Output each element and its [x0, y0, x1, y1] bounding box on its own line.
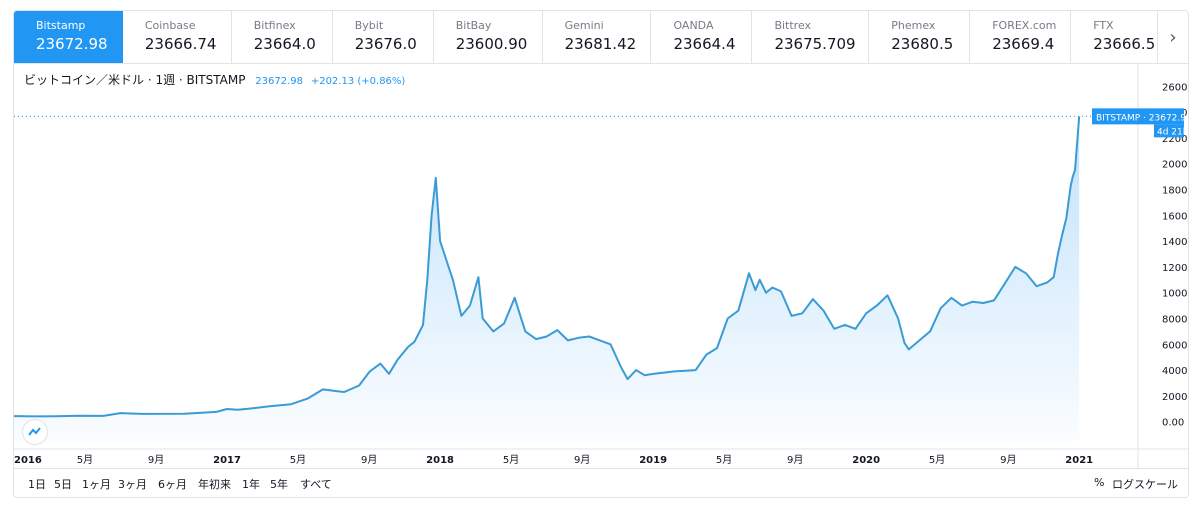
y-tick-label: 8000.00	[1162, 314, 1188, 325]
y-tick-label: 2000.00	[1162, 392, 1188, 403]
chart-widget: Bitstamp 23672.98 Coinbase 23666.74 Bitfinex…	[13, 10, 1189, 498]
x-tick-label: 2021	[1065, 455, 1093, 466]
x-tick-label: 2016	[14, 455, 42, 466]
range-button[interactable]: 1年	[242, 478, 260, 491]
tab-price-label: 23672.98	[36, 35, 108, 53]
y-tick-label: 6000.00	[1162, 340, 1188, 351]
x-tick-label: 2020	[852, 455, 880, 466]
tab-exchange-label: Bittrex	[774, 19, 812, 32]
range-button[interactable]: 1ヶ月	[82, 478, 111, 491]
y-tick-label: 14000.00	[1162, 237, 1188, 248]
tab-price-label: 23669.4	[992, 35, 1055, 53]
log-scale-toggle[interactable]: ログスケール	[1112, 478, 1178, 491]
range-button[interactable]: 6ヶ月	[158, 478, 187, 491]
chevron-right-icon[interactable]: ›	[1157, 11, 1188, 63]
symbol-label: ビットコイン／米ドル · 1週 · BITSTAMP	[24, 73, 246, 87]
y-tick-label: 0.00	[1162, 418, 1184, 429]
x-tick-label: 9月	[787, 454, 803, 466]
series-line	[14, 116, 1081, 418]
tab-bittrex[interactable]: Bittrex 23675.709	[752, 11, 870, 63]
x-tick-label: 2019	[639, 455, 667, 466]
tab-oanda[interactable]: OANDA 23664.4	[651, 11, 753, 63]
tab-price-label: 23676.0	[354, 35, 417, 53]
y-tick-label: 12000.00	[1162, 263, 1188, 274]
x-tick-label: 2018	[426, 455, 454, 466]
tab-price-label: 23666.5	[1093, 35, 1156, 53]
tab-exchange-label: Phemex	[891, 19, 936, 32]
tab-price-label: 23664.4	[673, 35, 736, 53]
tab-exchange-label: Bitfinex	[253, 19, 296, 32]
x-tick-label: 5月	[716, 454, 732, 466]
tab-gemini[interactable]: Gemini 23681.42	[543, 11, 652, 63]
range-button[interactable]: 5年	[270, 478, 288, 491]
price-chart[interactable]: 26000.0024000.0022000.0020000.0018000.00…	[14, 11, 1188, 469]
tab-coinbase[interactable]: Coinbase 23666.74	[123, 11, 232, 63]
y-tick-label: 16000.00	[1162, 211, 1188, 222]
tab-exchange-label: FTX	[1093, 19, 1114, 32]
x-tick-label: 9月	[574, 454, 590, 466]
range-button[interactable]: 5日	[54, 478, 72, 491]
countdown-box	[1154, 124, 1184, 138]
y-tick-label: 4000.00	[1162, 366, 1188, 377]
percent-toggle[interactable]: %	[1094, 476, 1105, 489]
chart-legend: ビットコイン／米ドル · 1週 · BITSTAMP 23672.98 +202…	[24, 71, 405, 88]
tab-phemex[interactable]: Phemex 23680.5	[869, 11, 971, 63]
bottom-toolbar: 1日 5日 1ヶ月 3ヶ月 6ヶ月 年初来 1年 5年 すべて % ログスケール	[14, 468, 1188, 497]
tab-price-label: 23664.0	[253, 35, 316, 53]
tab-bitfinex[interactable]: Bitfinex 23664.0	[232, 11, 333, 63]
y-tick-label: 10000.00	[1162, 289, 1188, 300]
x-tick-label: 9月	[148, 454, 164, 466]
tab-bybit[interactable]: Bybit 23676.0	[333, 11, 434, 63]
tab-exchange-label: Bitstamp	[36, 19, 86, 32]
tab-price-label: 23666.74	[144, 35, 217, 53]
tab-exchange-label: OANDA	[673, 19, 714, 32]
range-button[interactable]: 1日	[28, 478, 46, 491]
price-label-box	[1092, 108, 1184, 125]
tab-exchange-label: FOREX.com	[992, 19, 1057, 32]
x-tick-label: 9月	[361, 454, 377, 466]
y-tick-label: 18000.00	[1162, 186, 1188, 197]
x-tick-label: 5月	[929, 454, 945, 466]
last-price: 23672.98	[255, 76, 303, 87]
price-change: +202.13 (+0.86%)	[310, 76, 406, 87]
range-button[interactable]: 3ヶ月	[118, 478, 147, 491]
tab-exchange-label: Coinbase	[144, 19, 196, 32]
tab-exchange-label: Bybit	[354, 19, 384, 32]
tab-price-label: 23680.5	[891, 35, 954, 53]
x-tick-label: 2017	[213, 455, 241, 466]
tradingview-logo-icon[interactable]	[22, 419, 48, 445]
series-area	[14, 116, 1080, 442]
price-label-tag: BITSTAMP · 23672.98	[1096, 113, 1188, 123]
y-tick-label: 26000.00	[1162, 82, 1188, 93]
x-tick-label: 9月	[1000, 454, 1016, 466]
range-button[interactable]: すべて	[300, 478, 332, 491]
range-button[interactable]: 年初来	[198, 478, 231, 491]
tab-price-label: 23675.709	[774, 35, 856, 53]
exchange-tabs: Bitstamp 23672.98 Coinbase 23666.74 Bitfinex…	[14, 11, 1188, 64]
y-tick-label: 22000.00	[1162, 134, 1188, 145]
tab-exchange-label: BitBay	[455, 19, 492, 32]
tab-bitstamp[interactable]: Bitstamp 23672.98	[14, 11, 123, 63]
x-tick-label: 5月	[503, 454, 519, 466]
tab-price-label: 23600.90	[455, 35, 528, 53]
tab-bitbay[interactable]: BitBay 23600.90	[434, 11, 543, 63]
countdown-label: 4d 21h	[1157, 127, 1188, 137]
tab-exchange-label: Gemini	[564, 19, 604, 32]
tab-price-label: 23681.42	[564, 35, 637, 53]
x-tick-label: 5月	[290, 454, 306, 466]
x-tick-label: 5月	[77, 454, 93, 466]
tab-forex-com[interactable]: FOREX.com 23669.4	[970, 11, 1072, 63]
